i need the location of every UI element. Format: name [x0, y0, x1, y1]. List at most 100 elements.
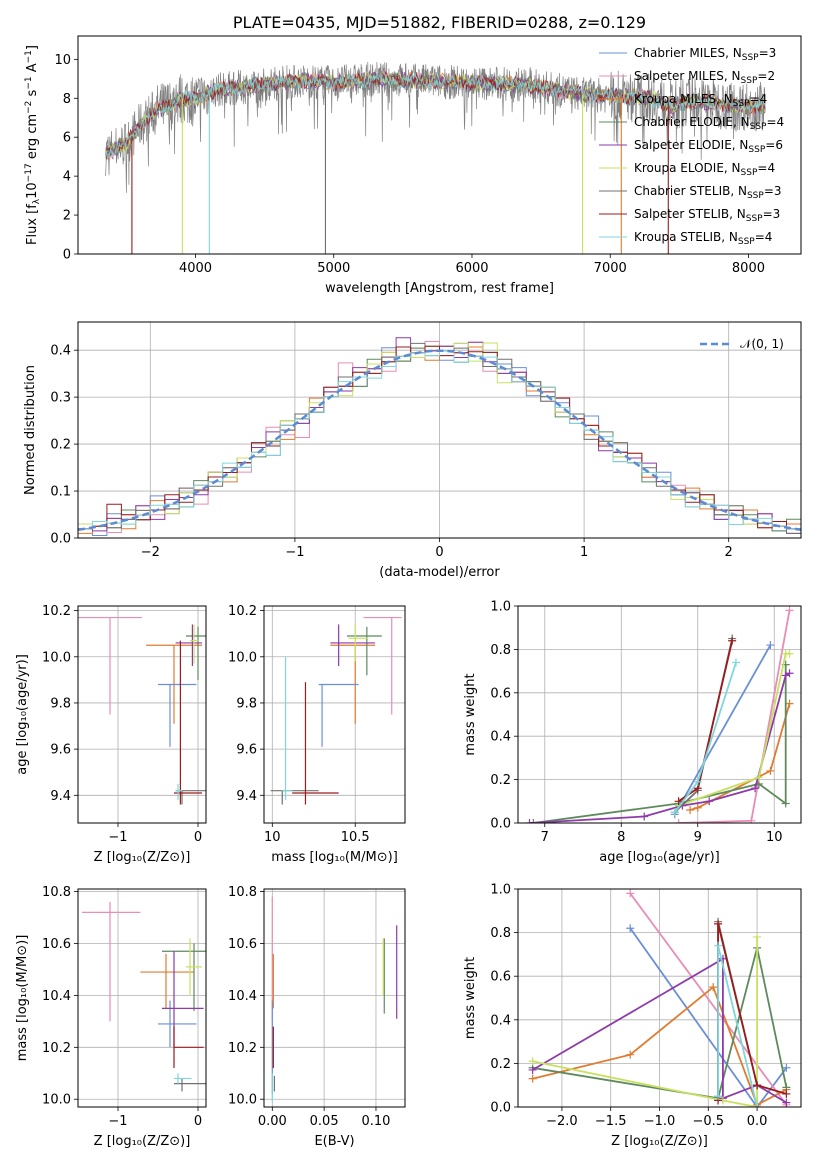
series-line: [529, 672, 790, 823]
mass_vs_ebv-plot-area: [271, 896, 398, 1102]
series-point: [782, 1089, 791, 1098]
series-salpeter_miles: [674, 606, 794, 823]
legend-name: Kroupa ELODIE, N: [634, 161, 741, 175]
x-tick-label: 1: [580, 545, 588, 560]
legend-n: =4: [757, 161, 775, 175]
series-point: [626, 924, 635, 933]
errorbar-kroupa_elodie: [190, 624, 198, 664]
series-point: [528, 1057, 537, 1066]
legend-name: Salpeter MILES, N: [634, 69, 741, 83]
x-axis-label: age [log₁₀(age/yr)]: [599, 850, 720, 865]
series-point: [709, 983, 718, 992]
series-point: [718, 954, 727, 963]
legend-label: 𝒩(0, 1): [740, 337, 784, 351]
series-kroupa_stelib: [714, 941, 762, 1107]
legend-name: Kroupa STELIB, N: [634, 230, 738, 244]
y-tick-label: 0.4: [490, 730, 511, 745]
spectrum-ticks: 4000 5000 6000 7000 8000 0 2 4 6 8 10: [54, 53, 765, 276]
y-tick-label: 10.6: [228, 937, 257, 952]
legend-sub: SSP: [742, 53, 759, 63]
errorbar-salpeter_stelib: [292, 682, 339, 805]
mass_vs_Z-ticks: −1 0 10.0 10.2 10.4 10.6 10.8: [42, 885, 202, 1129]
y-tick-label: 0.2: [50, 438, 71, 453]
series-point: [785, 606, 794, 615]
series-point: [751, 784, 760, 793]
errorbar-kroupa_miles: [140, 953, 194, 1009]
x-tick-label: 5000: [317, 261, 350, 276]
series-point: [753, 1103, 762, 1107]
legend-name: Salpeter ELODIE, N: [634, 138, 748, 152]
legend-sub: SSP: [733, 99, 750, 109]
y-label-part: −17: [24, 163, 34, 182]
legend-sub: SSP: [738, 237, 755, 247]
normal-curve: [78, 349, 801, 532]
x-axis-label: mass [log₁₀(M/M⊙)]: [271, 850, 398, 865]
y-axis-label: mass weight: [463, 957, 478, 1039]
series-point: [766, 766, 775, 775]
x-axis-label: Z [log₁₀(Z/Z⊙)]: [94, 1134, 191, 1149]
y-tick-label: 9.4: [236, 789, 257, 804]
x-tick-label: 4000: [179, 261, 212, 276]
y-tick-label: 6: [63, 131, 71, 146]
series-point: [753, 1081, 762, 1090]
legend-name: Salpeter STELIB, N: [634, 207, 746, 221]
y-label-part: −1: [24, 76, 34, 89]
y-label-part: −1: [24, 50, 34, 63]
series-point: [626, 1050, 635, 1059]
spectrum-axes: 4000 5000 6000 7000 8000 0 2 4 6 8 10 wavelength [A…: [24, 13, 802, 296]
y-axis-label: Flux [fλ10−17 erg cm−2 s−1 A−1]: [24, 45, 42, 245]
legend-name: Chabrier MILES, N: [634, 46, 742, 60]
x-tick-label: −2.0: [546, 1114, 578, 1129]
series-line: [678, 640, 734, 803]
errorbar-chabrier_elodie: [186, 626, 206, 680]
series-point: [528, 1065, 537, 1074]
legend-sub: SSP: [741, 76, 758, 86]
mass_weight_vs_age-ticks: 7 8 9 10 0.0 0.2 0.4 0.6 0.8 1.0: [490, 600, 782, 846]
y-tick-label: 0.0: [490, 817, 511, 832]
errorbar-salpeter_stelib: [174, 640, 202, 805]
series-point: [670, 808, 679, 817]
series-point: [528, 1074, 537, 1083]
y-tick-label: 10.2: [42, 1041, 71, 1056]
x-tick-label: −2: [141, 545, 160, 560]
series-kroupa_elodie: [674, 649, 794, 810]
errorbar-salpeter_elodie: [330, 624, 376, 667]
x-tick-label: 0.00: [258, 1114, 287, 1129]
age_vs_Z-ticks: −1 0 9.4 9.6 9.8 10.0 10.2: [42, 604, 202, 845]
series-line: [533, 664, 787, 823]
x-tick-label: 7000: [594, 261, 627, 276]
y-tick-label: 1.0: [490, 600, 511, 615]
series-point: [705, 797, 714, 806]
x-tick-label: 0: [194, 1114, 202, 1129]
x-tick-label: 0.10: [361, 1114, 390, 1129]
x-tick-label: 10: [766, 830, 783, 845]
y-label-part: −2: [24, 101, 34, 114]
y-tick-label: 0.4: [490, 1013, 511, 1028]
errorbar-chabrier_miles: [158, 1000, 197, 1048]
y-label-part: erg cm: [25, 114, 40, 163]
x-axis-label: wavelength [Angstrom, rest frame]: [325, 281, 554, 296]
errorbar-chabrier_elodie: [346, 626, 382, 676]
mass_weight_vs_age-grid: [518, 605, 801, 824]
series-point: [529, 819, 538, 823]
errorbar-chabrier_elodie: [162, 943, 206, 1011]
residuals-plot-area: [78, 337, 801, 538]
legend-label: Salpeter ELODIE, NSSP=6: [634, 138, 783, 155]
age_vs_Z-frame: [77, 605, 207, 824]
y-tick-label: 8: [63, 92, 71, 107]
y-tick-label: 0.4: [50, 344, 71, 359]
mass_weight_vs_Z-grid: [518, 888, 801, 1108]
mass_weight_vs_Z-ticks: −2.0 −1.5 −1.0 −0.5 0.0 0.0 0.2 0.4 0.6 0.8 1.0: [490, 883, 767, 1130]
y-tick-label: 0.8: [490, 643, 511, 658]
x-tick-label: 8: [617, 830, 625, 845]
y-tick-label: 10.2: [42, 604, 71, 619]
legend-label: Chabrier ELODIE, NSSP=4: [634, 115, 784, 132]
series-point: [785, 669, 794, 678]
series-salpeter_stelib: [674, 636, 737, 806]
y-tick-label: 0.6: [490, 686, 511, 701]
x-axis-label: (data-model)/error: [379, 565, 500, 580]
y-tick-label: 10.2: [228, 604, 257, 619]
y-axis-label: Normed distribution: [23, 365, 38, 495]
series-point: [747, 816, 756, 823]
